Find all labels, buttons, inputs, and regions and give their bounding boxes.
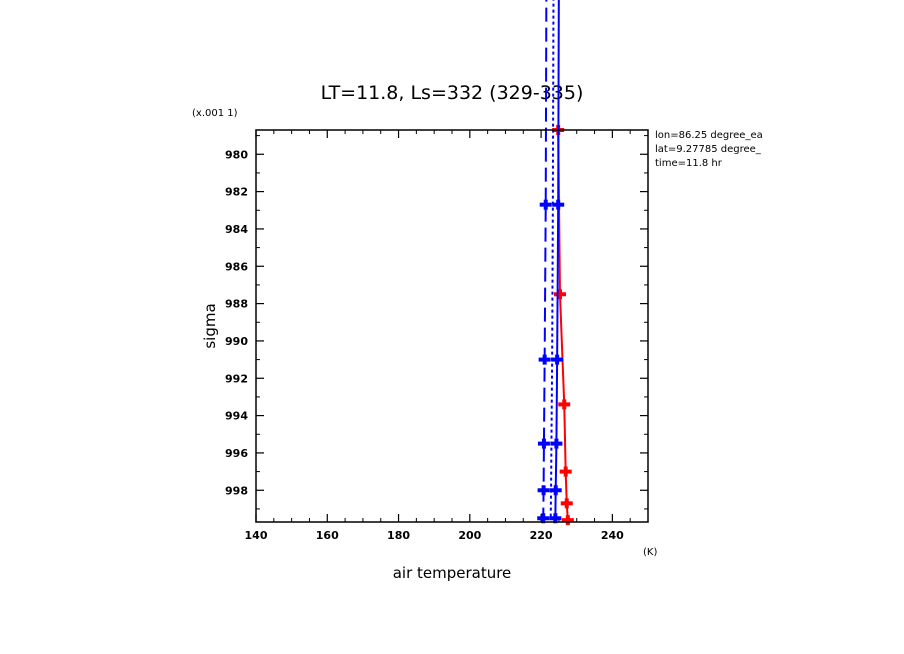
y-tick-label: 982 [225,186,248,199]
series-3-marker [537,485,550,496]
series-3-marker [538,354,551,365]
series-0-marker [561,515,574,526]
series-0-marker [553,289,566,300]
x-tick-label: 140 [245,529,268,542]
y-tick-label: 986 [225,260,248,273]
series-line-2 [549,0,555,519]
x-tick-label: 240 [601,529,624,542]
x-unit-label: (K) [643,547,657,558]
y-tick-label: 990 [225,335,248,348]
y-tick-label: 988 [225,298,248,311]
x-tick-label: 180 [387,529,410,542]
series-3-marker [539,199,552,210]
x-tick-label: 160 [316,529,339,542]
y-tick-label: 992 [225,372,248,385]
annotation-time: time=11.8 hr [655,158,723,169]
series-line-0 [557,129,569,521]
annotation-lat: lat=9.27785 degree_ [655,144,762,155]
x-tick-label: 220 [530,529,553,542]
series-0-marker [560,498,573,509]
series-0-marker [559,466,572,477]
y-tick-label: 998 [225,484,248,497]
annotation-box: lon=86.25 degree_ea lat=9.27785 degree_ … [655,130,763,169]
series-0-marker [558,399,571,410]
annotation-lon: lon=86.25 degree_ea [655,130,763,141]
x-tick-label: 200 [458,529,481,542]
series-3-marker [537,438,550,449]
y-tick-label: 996 [225,447,248,460]
axis-ticks: 140 160 180 200 220 240 980 982 984 986 988 990 992 9… [225,130,648,542]
y-scale-note: (x.001 1) [192,108,238,119]
x-axis-label: air temperature [393,564,512,582]
chart-title: LT=11.8, Ls=332 (329-335) [321,82,584,104]
series-1-marker [552,199,565,210]
y-tick-label: 994 [225,410,248,423]
y-tick-label: 980 [225,148,248,161]
y-axis-label: sigma [201,303,219,348]
plot-frame [255,129,649,523]
series-layer [537,0,574,526]
y-tick-label: 984 [225,223,248,236]
